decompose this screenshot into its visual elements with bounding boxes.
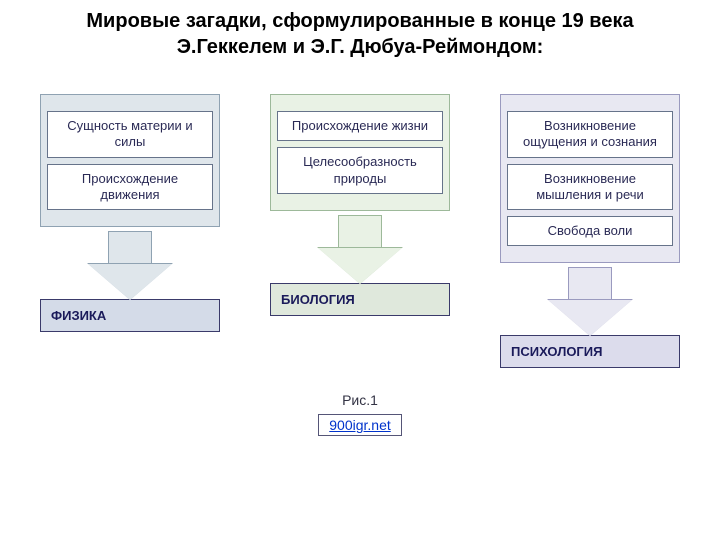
biology-topbox: Происхождение жизни Целесообразность при… <box>270 94 450 211</box>
biology-arrow <box>310 215 410 285</box>
page-title: Мировые загадки, сформулированные в конц… <box>0 0 720 64</box>
biology-label: БИОЛОГИЯ <box>270 283 450 316</box>
physics-topbox: Сущность материи и силы Происхождение дв… <box>40 94 220 227</box>
figure-caption: Рис.1 <box>0 392 720 408</box>
physics-item: Происхождение движения <box>47 164 213 211</box>
physics-item: Сущность материи и силы <box>47 111 213 158</box>
physics-arrow <box>80 231 180 301</box>
biology-item: Целесообразность природы <box>277 147 443 194</box>
source-link[interactable]: 900igr.net <box>318 414 402 436</box>
physics-label: ФИЗИКА <box>40 299 220 332</box>
psychology-topbox: Возникновение ощущения и сознания Возник… <box>500 94 680 263</box>
psychology-item: Возникновение мышления и речи <box>507 164 673 211</box>
biology-item: Происхождение жизни <box>277 111 443 141</box>
psychology-item: Свобода воли <box>507 216 673 246</box>
columns-container: Сущность материи и силы Происхождение дв… <box>0 64 720 368</box>
psychology-label: ПСИХОЛОГИЯ <box>500 335 680 368</box>
psychology-arrow <box>540 267 640 337</box>
psychology-item: Возникновение ощущения и сознания <box>507 111 673 158</box>
column-biology: Происхождение жизни Целесообразность при… <box>260 94 460 368</box>
column-physics: Сущность материи и силы Происхождение дв… <box>30 94 230 368</box>
column-psychology: Возникновение ощущения и сознания Возник… <box>490 94 690 368</box>
